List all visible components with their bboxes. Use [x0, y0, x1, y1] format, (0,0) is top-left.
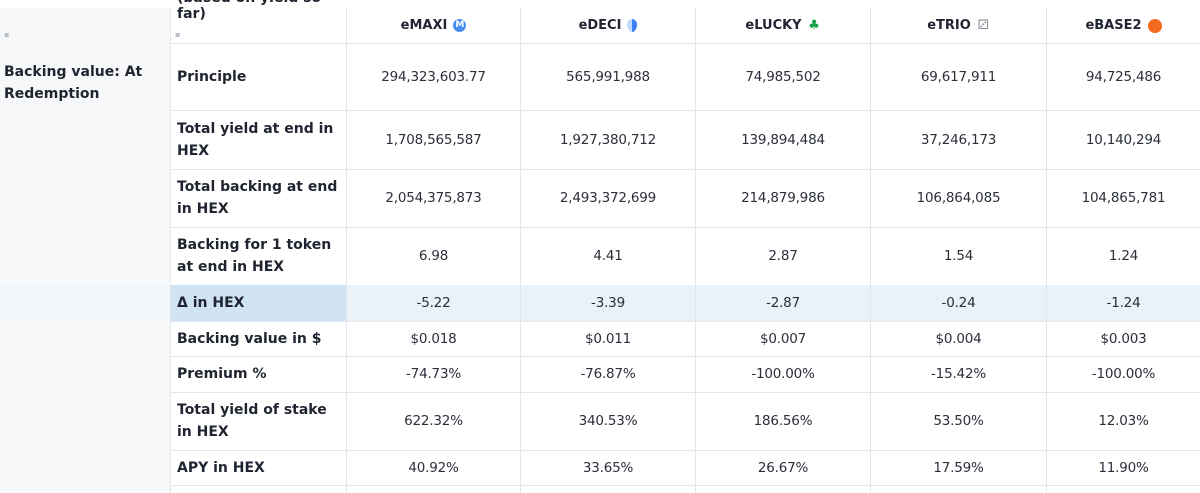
row-label: Backing value in $: [171, 321, 347, 356]
shield-icon: [627, 19, 638, 32]
table-row: APY in HEX 40.92% 33.65% 26.67% 17.59% 1…: [0, 450, 1200, 486]
dice-icon: ⚂: [977, 18, 989, 33]
table-row: Backing for 1 token at end in HEX 6.98 4…: [0, 227, 1200, 286]
section-cell: [0, 485, 171, 493]
maxi-coin-icon: M: [453, 19, 467, 32]
row-label-cell: [171, 485, 347, 493]
header-label-cell: ▪: [171, 8, 347, 43]
cell-value: $0.007: [696, 321, 871, 356]
cell-value: 94,725,486: [1085, 68, 1162, 85]
cell-value: -76.87%: [521, 356, 696, 392]
header-corner: ▪: [0, 8, 171, 43]
table-row: Total yield at end in HEX 1,708,565,587 …: [0, 110, 1200, 170]
row-label: Total backing at end in HEX: [171, 169, 347, 227]
section-cell: [0, 169, 171, 227]
cell-value: -1.24: [1106, 295, 1141, 311]
cell-value: 37,246,173: [871, 110, 1047, 169]
cell-value: 139,894,484: [696, 110, 871, 169]
cell-value: -3.39: [521, 285, 696, 321]
row-label: Principle: [171, 43, 347, 110]
row-label: Δ in HEX: [171, 285, 347, 321]
cell-value: [871, 485, 1047, 493]
cell-value: 4.41: [521, 227, 696, 285]
column-header-elucky[interactable]: eLUCKY ♣: [696, 8, 871, 43]
cell-value: [1047, 485, 1200, 493]
cell-value: [521, 485, 696, 493]
cell-value: 53.50%: [871, 392, 1047, 450]
cell-value: 622.32%: [347, 392, 521, 450]
cell-value: 1.54: [871, 227, 1047, 285]
table-row-partial: [0, 485, 1200, 493]
section-cell: [0, 227, 171, 285]
section-cell: [0, 392, 171, 450]
cell-value: 33.65%: [521, 450, 696, 485]
header-partial-text: (based on yield so far): [177, 0, 321, 22]
cell-value: 10,140,294: [1085, 131, 1162, 148]
orange-circle-icon: [1147, 18, 1162, 33]
cell-value: $0.004: [871, 321, 1047, 356]
cell-value: -100.00%: [696, 356, 871, 392]
cell-value: 186.56%: [696, 392, 871, 450]
cell-value: 1,927,380,712: [521, 110, 696, 169]
row-label: Premium %: [171, 356, 347, 392]
cell-value: 40.92%: [347, 450, 521, 485]
cell-value: 2,054,375,873: [347, 169, 521, 227]
cell-value: 12.03%: [1098, 413, 1149, 429]
cell-value: 340.53%: [521, 392, 696, 450]
cell-value: 294,323,603.77: [347, 43, 521, 110]
cell-value: -15.42%: [871, 356, 1047, 392]
cell-value: $0.018: [347, 321, 521, 356]
cell-value: 11.90%: [1098, 459, 1149, 476]
column-header-ebase2[interactable]: eBASE2: [1047, 8, 1200, 43]
table-row: Total yield of stake in HEX 622.32% 340.…: [0, 392, 1200, 451]
cell-value: 26.67%: [696, 450, 871, 485]
cell-value: -74.73%: [347, 356, 521, 392]
section-cell: [0, 285, 171, 321]
column-header-etrio[interactable]: eTRIO ⚂: [871, 8, 1047, 43]
cell-value: 565,991,988: [521, 43, 696, 110]
column-header-edeci[interactable]: eDECI: [521, 8, 696, 43]
cell-value: 106,864,085: [871, 169, 1047, 227]
section-label: Backing value: At Redemption: [0, 43, 171, 110]
section-cell: [0, 110, 171, 169]
cell-value: -2.87: [696, 285, 871, 321]
cell-value: 2,493,372,699: [521, 169, 696, 227]
clover-icon: ♣: [808, 18, 820, 33]
table-row: Premium % -74.73% -76.87% -100.00% -15.4…: [0, 356, 1200, 393]
section-cell: [0, 356, 171, 392]
cell-value: $0.003: [1100, 330, 1147, 347]
column-header-emaxi[interactable]: eMAXI M: [347, 8, 521, 43]
cell-value: 1,708,565,587: [347, 110, 521, 169]
cell-value: 1.24: [1108, 248, 1139, 264]
cell-value: 17.59%: [871, 450, 1047, 485]
cell-value: -100.00%: [1091, 366, 1156, 382]
row-label: Total yield of stake in HEX: [171, 392, 347, 450]
cell-value: [347, 485, 521, 493]
table-header-row: ▪ ▪ eMAXI M eDECI eLUCKY ♣ eTRIO ⚂ eBASE2: [0, 8, 1200, 44]
row-label: Backing for 1 token at end in HEX: [171, 227, 347, 285]
cell-value: 104,865,781: [1081, 190, 1166, 206]
table-row: Backing value in $ $0.018 $0.011 $0.007 …: [0, 321, 1200, 357]
cell-value: -0.24: [871, 285, 1047, 321]
table-row: Total backing at end in HEX 2,054,375,87…: [0, 169, 1200, 228]
cell-value: 74,985,502: [696, 43, 871, 110]
cell-value: 6.98: [347, 227, 521, 285]
cell-value: 214,879,986: [696, 169, 871, 227]
cell-value: -5.22: [347, 285, 521, 321]
cell-value: 2.87: [696, 227, 871, 285]
table-row: Backing value: At Redemption Principle 2…: [0, 43, 1200, 111]
table-row-highlighted[interactable]: Δ in HEX -5.22 -3.39 -2.87 -0.24 -1.24: [0, 285, 1200, 322]
row-label: Total yield at end in HEX: [171, 110, 347, 169]
section-cell: [0, 450, 171, 485]
cell-value: $0.011: [521, 321, 696, 356]
row-label: APY in HEX: [171, 450, 347, 485]
cell-value: 69,617,911: [871, 43, 1047, 110]
section-cell: [0, 321, 171, 356]
cell-value: [696, 485, 871, 493]
